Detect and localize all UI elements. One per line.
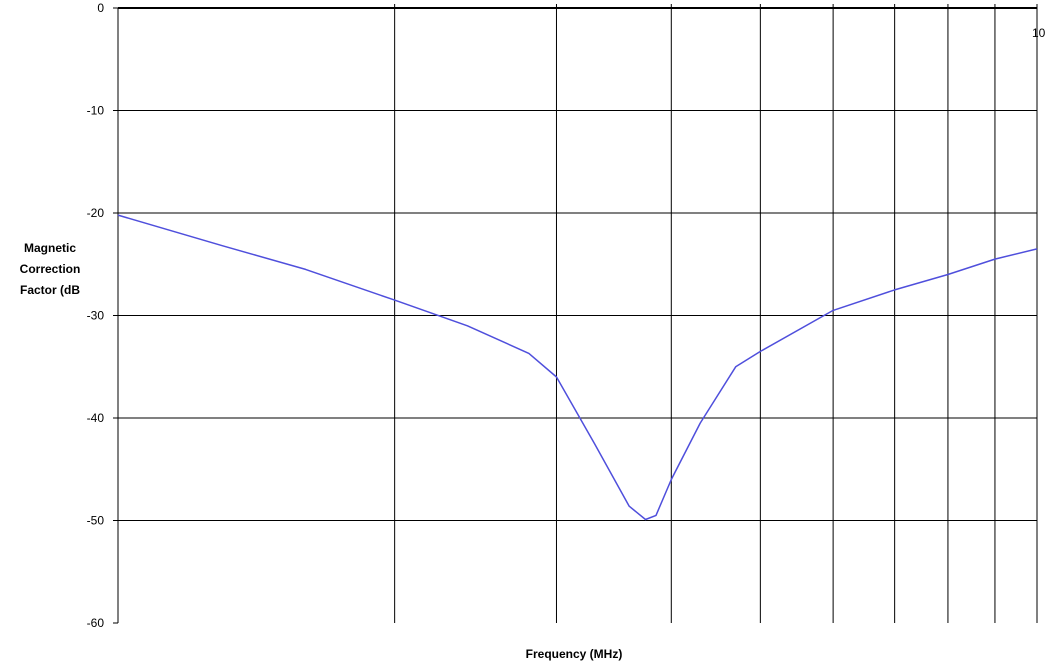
y-tick-label: -10 xyxy=(87,104,105,118)
y-tick-label: -20 xyxy=(87,206,105,220)
y-tick-label: -60 xyxy=(87,616,105,630)
label-layer: 0 -10 -20 -30 -40 -50 -60 10 xyxy=(87,1,1046,630)
axis-layer xyxy=(113,4,1038,624)
y-tick-label: 0 xyxy=(97,1,104,15)
y-tick-label: -30 xyxy=(87,309,105,323)
y-axis-title-line: Correction xyxy=(20,262,81,276)
grid-layer xyxy=(118,7,1038,623)
y-axis-title-line: Magnetic xyxy=(24,241,76,255)
y-tick-label: -50 xyxy=(87,514,105,528)
y-axis-title: Magnetic Correction Factor (dB xyxy=(20,241,81,297)
y-axis-title-line: Factor (dB xyxy=(20,283,80,297)
x-axis-title: Frequency (MHz) xyxy=(526,647,623,661)
series-layer xyxy=(117,214,1038,521)
x-tick-label: 10 xyxy=(1032,26,1046,40)
series-line xyxy=(117,214,1038,521)
y-tick-label: -40 xyxy=(87,411,105,425)
